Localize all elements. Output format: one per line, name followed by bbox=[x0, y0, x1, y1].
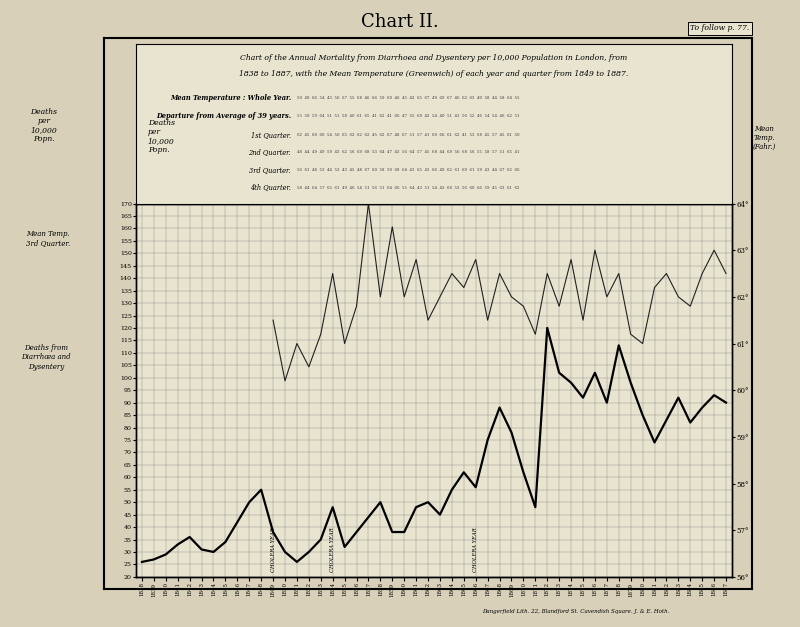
Text: 61  56  49  53  50  43  44  46  66  43  51  62  69  68  45  50  60  61  64  69  : 61 56 49 53 50 43 44 46 66 43 51 62 69 6… bbox=[297, 186, 522, 189]
Text: 4th Quarter.: 4th Quarter. bbox=[250, 184, 291, 192]
Text: Departure from Average of 39 years.: Departure from Average of 39 years. bbox=[156, 112, 291, 120]
Text: Mean Temp.
3rd Quarter.: Mean Temp. 3rd Quarter. bbox=[26, 229, 70, 247]
Text: 2nd Quarter.: 2nd Quarter. bbox=[248, 149, 291, 157]
Text: CHOLERA YEAR: CHOLERA YEAR bbox=[474, 527, 478, 572]
Text: Mean Temperature : Whole Year.: Mean Temperature : Whole Year. bbox=[170, 94, 291, 102]
Text: Deaths
per
10,000
Popn.: Deaths per 10,000 Popn. bbox=[30, 108, 58, 143]
Text: Chart II.: Chart II. bbox=[361, 13, 439, 31]
Text: 61  64  63  54  51  49  61  43  42  55  60  52  59  40  49  48  67  53  48  57  : 61 64 63 54 51 49 61 43 42 55 60 52 59 4… bbox=[297, 133, 522, 137]
Text: CHOLERA YEAR: CHOLERA YEAR bbox=[270, 527, 275, 572]
Text: 3rd Quarter.: 3rd Quarter. bbox=[250, 166, 291, 174]
Text: Dangerfield Lith. 22, Blandford St. Cavendish Square. J. & E. Hoth.: Dangerfield Lith. 22, Blandford St. Cave… bbox=[482, 609, 670, 614]
Text: To follow p. 77.: To follow p. 77. bbox=[690, 24, 750, 32]
Text: 63  49  59  62  66  53  69  50  60  50  47  41  42  42  48  68  49  66  61  69  : 63 49 59 62 66 53 69 50 60 50 47 41 42 4… bbox=[297, 168, 522, 172]
Text: 1838 to 1887, with the Mean Temperature (Greenwich) of each year and quarter fro: 1838 to 1887, with the Mean Temperature … bbox=[239, 70, 629, 78]
Text: Chart of the Annual Mortality from Diarrhoea and Dysentery per 10,000 Population: Chart of the Annual Mortality from Diarr… bbox=[240, 55, 628, 62]
Text: 1st Quarter.: 1st Quarter. bbox=[251, 131, 291, 139]
Text: CHOLERA YEAR: CHOLERA YEAR bbox=[330, 527, 335, 572]
Text: Deaths from
Diarrhœa and
Dysentery: Deaths from Diarrhœa and Dysentery bbox=[22, 344, 71, 371]
Text: Deaths
per
10,000
Popn.: Deaths per 10,000 Popn. bbox=[148, 119, 175, 154]
Text: 43  68  50  47  53  66  42  65  61  63  57  69  47  61  46  67  54  49  42  42  : 43 68 50 47 53 66 42 65 61 63 57 69 47 6… bbox=[297, 150, 522, 154]
Text: 57  41  46  60  60  63  41  50  56  61  46  54  45  57  44  43  46  66  51  48  : 57 41 46 60 60 63 41 50 56 61 46 54 45 5… bbox=[297, 96, 522, 100]
Text: Mean
Temp.
(Fahr.): Mean Temp. (Fahr.) bbox=[752, 125, 776, 151]
Text: 69  48  52  42  62  58  55  65  46  59  54  43  43  62  60  62  65  43  55  42  : 69 48 52 42 62 58 55 65 46 59 54 43 43 6… bbox=[297, 113, 522, 118]
